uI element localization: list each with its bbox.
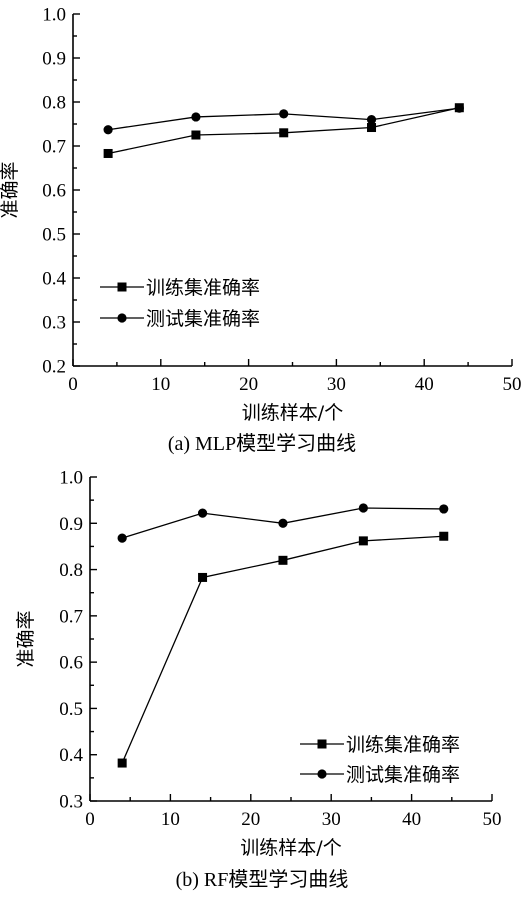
data-point-circle (366, 115, 377, 125)
y-tick-label: 0.5 (59, 699, 83, 720)
data-point-square (439, 531, 449, 541)
y-tick-label: 0.4 (42, 269, 66, 290)
y-tick-label: 0.4 (59, 745, 83, 766)
x-tick-label: 50 (483, 809, 502, 830)
y-tick-label: 0.9 (59, 514, 83, 535)
data-point-circle (117, 533, 127, 543)
legend-label: 测试集准确率 (346, 764, 460, 786)
y-tick-label: 0.7 (59, 606, 83, 627)
y-tick-label: 0.9 (42, 49, 66, 70)
chart-caption: (a) MLP模型学习曲线 (168, 432, 356, 455)
legend-label: 测试集准确率 (146, 308, 260, 330)
data-point-circle (197, 508, 208, 518)
y-tick-label: 0.7 (42, 137, 66, 158)
legend-label: 训练集准确率 (146, 277, 260, 299)
chart-b: 0 10 20 30 40 50 0.3 0.4 0.5 0.6 0.7 0.8 0.9 1.0 准确率训练… (15, 468, 502, 892)
y-tick-label: 0.6 (42, 181, 66, 202)
y-tick-label: 0.8 (59, 560, 83, 581)
x-tick-label: 50 (503, 374, 522, 395)
y-axis-label: 准确率 (0, 161, 21, 218)
data-point-square (103, 148, 113, 158)
legend-marker-circle (317, 769, 327, 779)
data-point-circle (191, 112, 201, 122)
y-tick-label: 0.2 (42, 357, 66, 378)
data-point-square (191, 130, 201, 140)
legend-label: 训练集准确率 (346, 734, 460, 756)
data-point-square (117, 758, 127, 768)
legend-marker-square (117, 282, 127, 292)
x-tick-label: 40 (415, 374, 434, 395)
y-axis-label: 准确率 (15, 610, 37, 667)
data-point-circle (358, 503, 368, 513)
x-tick-label: 0 (68, 374, 78, 395)
x-tick-label: 30 (322, 809, 341, 830)
data-point-square (279, 128, 289, 138)
data-point-circle (279, 109, 289, 119)
data-point-circle (454, 103, 464, 113)
y-tick-label: 0.5 (42, 225, 66, 246)
y-tick-label: 1.0 (59, 468, 83, 489)
data-point-square (198, 572, 208, 582)
y-tick-label: 0.6 (59, 653, 83, 674)
data-point-square (278, 555, 288, 565)
x-tick-label: 20 (239, 374, 258, 395)
chart-a: 0 10 20 30 40 50 0.2 0.3 0.4 0.5 0.6 0.7 0.8 0.9 1.0 准确… (0, 5, 522, 456)
x-tick-label: 10 (161, 809, 180, 830)
x-tick-label: 30 (327, 374, 346, 395)
x-tick-label: 40 (402, 809, 421, 830)
data-point-circle (103, 125, 113, 135)
x-tick-label: 10 (151, 374, 170, 395)
x-axis-label: 训练样本/个 (242, 402, 343, 424)
x-tick-label: 20 (241, 809, 260, 830)
y-tick-label: 0.8 (42, 93, 66, 114)
y-tick-label: 0.3 (42, 313, 66, 334)
x-axis-label: 训练样本/个 (240, 837, 341, 859)
legend-marker-square (317, 739, 327, 749)
chart-caption: (b) RF模型学习曲线 (176, 868, 349, 891)
y-tick-label: 1.0 (42, 5, 66, 26)
x-tick-label: 0 (85, 809, 95, 830)
legend-marker-circle (117, 313, 127, 323)
data-point-square (358, 536, 368, 546)
data-point-circle (278, 518, 288, 528)
series-line-square (121, 535, 444, 764)
data-point-square (367, 123, 377, 133)
data-point-circle (439, 504, 449, 514)
y-tick-label: 0.3 (59, 792, 83, 813)
